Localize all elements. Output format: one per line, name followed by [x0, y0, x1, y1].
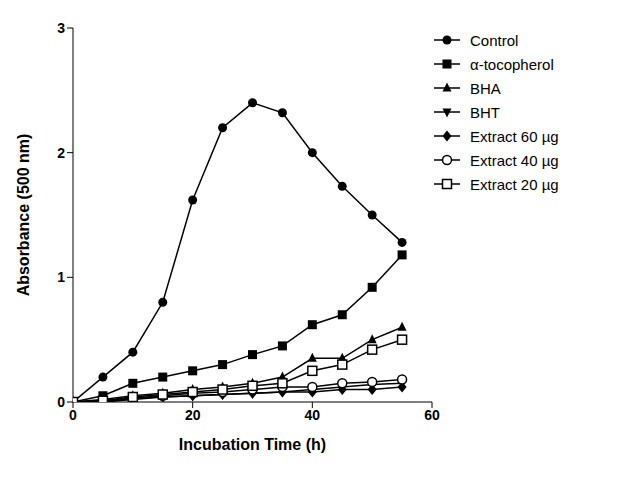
svg-text:40: 40: [305, 407, 321, 423]
html-text:Control: Control: [470, 31, 519, 49]
html-text:BHT: BHT: [470, 103, 500, 121]
html-text:Extract 20 µg: Extract 20 µg: [470, 175, 559, 193]
svg-text:3: 3: [57, 20, 65, 36]
html-text:Extract 60 µg: Extract 60 µg: [470, 127, 559, 145]
svg-text:60: 60: [424, 407, 440, 423]
html-text:Extract 40 µg: Extract 40 µg: [470, 151, 559, 169]
svg-text:1: 1: [57, 269, 65, 285]
svg-text:2: 2: [57, 145, 65, 161]
svg-text:20: 20: [185, 407, 201, 423]
svg-text:0: 0: [57, 394, 65, 410]
svg-text:Absorbance (500 nm): Absorbance (500 nm): [15, 134, 32, 297]
svg-text:0: 0: [69, 407, 77, 423]
html-text:α-tocopherol: α-tocopherol: [470, 55, 554, 73]
html-text:BHA: BHA: [470, 79, 501, 97]
svg-text:Incubation Time (h): Incubation Time (h): [179, 436, 326, 453]
